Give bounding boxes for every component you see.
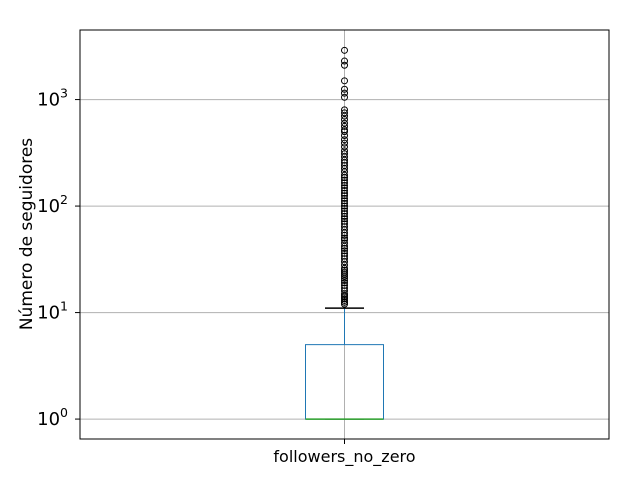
outlier-point [341,119,348,127]
outlier-point [341,182,348,190]
outlier-point [341,234,348,242]
outlier-point [341,184,348,192]
y-tick-label: 100 [37,405,68,430]
outlier-point [341,255,348,263]
outlier-point [341,109,348,117]
outlier-point [341,298,348,306]
outlier-point [341,207,348,215]
outlier-point [341,57,348,65]
y-tick-exponent: 2 [60,192,68,207]
outlier-point [341,77,348,85]
outlier-point [341,264,348,272]
box-layer [305,307,384,420]
outlier-point [341,215,348,223]
outlier-point [341,197,348,205]
outlier-point [341,89,348,97]
outlier-point [341,147,348,155]
outlier-point [341,194,348,202]
y-tick-base: 10 [37,196,60,217]
outlier-point [341,179,348,187]
y-tick-base: 10 [37,90,60,111]
outlier-point [341,187,348,195]
outlier-point [341,139,348,147]
outlier-point [341,162,348,170]
outlier-point [341,106,348,114]
outlier-point [341,204,348,212]
outlier-point [341,122,348,130]
y-tick-label: 102 [37,192,68,217]
outlier-point [341,202,348,210]
outlier-point [341,279,348,287]
grid-layer [80,30,609,439]
outlier-point [341,252,348,260]
outlier-point [341,247,348,255]
outlier-point [341,176,348,184]
outlier-point [341,287,348,295]
outlier-point [341,217,348,225]
outlier-point [341,244,348,252]
y-tick-exponent: 1 [60,299,68,314]
outlier-point [341,199,348,207]
outlier-point [341,46,348,54]
x-tick-label: followers_no_zero [273,447,415,467]
outlier-point [341,284,348,292]
outlier-point [341,189,348,197]
outlier-point [341,236,348,244]
y-tick-label: 101 [37,299,68,324]
outlier-point [341,143,348,151]
y-tick-base: 10 [37,303,60,324]
outlier-point [341,128,348,136]
outlier-point [341,266,348,274]
y-tick-exponent: 3 [60,86,68,101]
y-tick-exponent: 0 [60,405,68,420]
outlier-point [341,212,348,220]
outlier-point [341,220,348,228]
outlier-point [341,268,348,276]
outlier-point [341,249,348,257]
outlier-point [341,93,348,101]
outlier-point [341,61,348,69]
outlier-point [341,239,348,247]
outlier-point [341,192,348,200]
outlier-point [341,85,348,93]
outlier-point [341,281,348,289]
y-tick-label: 103 [37,86,68,111]
outlier-point [341,300,348,308]
y-tick-base: 10 [37,409,60,430]
outlier-point [341,210,348,218]
outlier-point [341,171,348,179]
outlier-point [341,115,348,123]
outlier-point [341,223,348,231]
outlier-point [341,150,348,158]
y-axis-label: Número de seguidores [17,138,37,330]
outlier-point [341,136,348,144]
outlier-point [341,126,348,134]
outlier-layer [341,46,348,308]
